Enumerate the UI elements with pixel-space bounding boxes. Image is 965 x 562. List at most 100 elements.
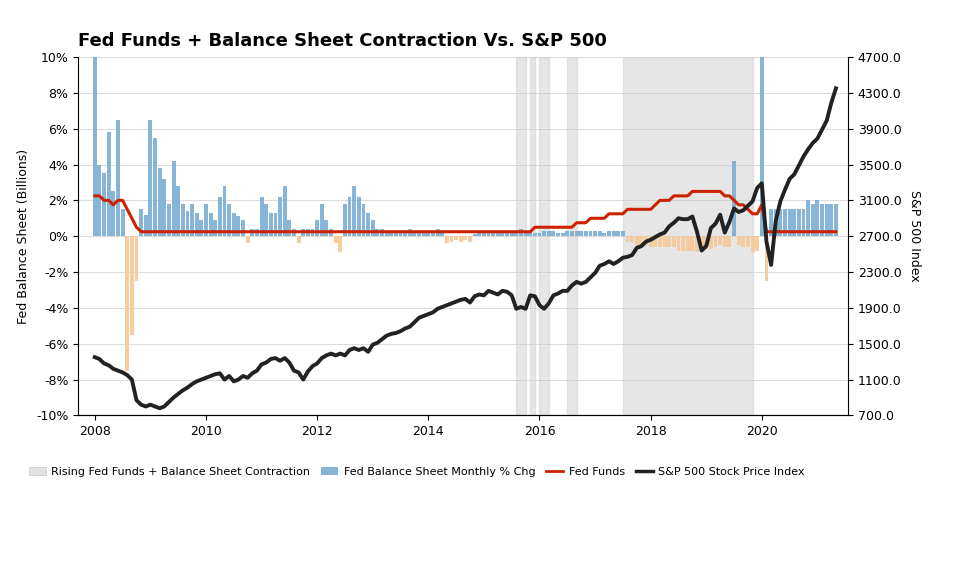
Bar	[130, 236, 134, 335]
Bar	[584, 231, 588, 236]
Bar	[829, 204, 834, 236]
Bar	[658, 236, 662, 247]
Bar	[403, 231, 407, 236]
Bar	[149, 120, 152, 236]
Bar	[339, 236, 343, 252]
Bar	[759, 57, 763, 236]
Bar	[802, 209, 806, 236]
Bar	[468, 236, 472, 242]
Bar	[519, 229, 523, 236]
Bar	[644, 236, 648, 245]
Bar	[514, 233, 518, 236]
Bar	[255, 229, 259, 236]
Bar	[371, 220, 374, 236]
Bar	[589, 231, 593, 236]
Bar	[718, 236, 722, 245]
Bar	[306, 229, 310, 236]
Bar	[144, 215, 148, 236]
Bar	[334, 236, 338, 243]
Bar	[236, 216, 240, 236]
Bar	[792, 209, 796, 236]
Bar	[153, 138, 157, 236]
Bar	[478, 233, 482, 236]
Bar	[450, 236, 454, 242]
Bar	[343, 204, 346, 236]
Bar	[269, 213, 273, 236]
Bar	[510, 231, 513, 236]
Bar	[612, 231, 616, 236]
Bar	[250, 229, 254, 236]
Bar	[278, 197, 282, 236]
Bar	[551, 231, 555, 236]
Text: Fed Funds + Balance Sheet Contraction Vs. S&P 500: Fed Funds + Balance Sheet Contraction Vs…	[78, 32, 607, 50]
Bar	[602, 233, 606, 236]
Bar	[538, 233, 541, 236]
Bar	[213, 220, 217, 236]
Bar	[204, 204, 207, 236]
Bar	[162, 179, 166, 236]
Bar	[539, 57, 549, 415]
Bar	[288, 220, 291, 236]
Bar	[713, 236, 718, 247]
Bar	[723, 236, 727, 247]
Bar	[264, 204, 268, 236]
Bar	[241, 220, 245, 236]
Bar	[389, 233, 393, 236]
Bar	[746, 236, 750, 247]
Bar	[431, 231, 435, 236]
Bar	[185, 211, 189, 236]
Bar	[597, 231, 601, 236]
Bar	[556, 233, 560, 236]
Bar	[648, 236, 652, 247]
Bar	[779, 209, 783, 236]
Bar	[486, 233, 490, 236]
Bar	[292, 229, 296, 236]
Bar	[565, 231, 569, 236]
Bar	[283, 186, 287, 236]
Bar	[736, 236, 740, 245]
Bar	[427, 233, 430, 236]
Bar	[316, 220, 319, 236]
Bar	[227, 204, 231, 236]
Bar	[347, 197, 351, 236]
Y-axis label: S&P 500 Index: S&P 500 Index	[908, 191, 921, 282]
Bar	[561, 233, 565, 236]
Bar	[686, 236, 690, 251]
Bar	[445, 236, 449, 243]
Bar	[116, 120, 120, 236]
Bar	[232, 213, 235, 236]
Bar	[690, 236, 694, 251]
Bar	[574, 231, 579, 236]
Bar	[440, 231, 444, 236]
Bar	[496, 233, 500, 236]
Bar	[482, 233, 485, 236]
Bar	[417, 233, 421, 236]
Bar	[570, 231, 574, 236]
Bar	[180, 204, 184, 236]
Bar	[362, 204, 366, 236]
Bar	[704, 236, 708, 249]
Bar	[463, 236, 467, 240]
Bar	[797, 209, 801, 236]
Bar	[208, 213, 212, 236]
Bar	[676, 236, 680, 251]
Bar	[617, 231, 620, 236]
Legend: Rising Fed Funds + Balance Sheet Contraction, Fed Balance Sheet Monthly % Chg, F: Rising Fed Funds + Balance Sheet Contrac…	[25, 463, 809, 482]
Bar	[547, 231, 551, 236]
Bar	[190, 204, 194, 236]
Bar	[516, 57, 526, 415]
Y-axis label: Fed Balance Sheet (Billions): Fed Balance Sheet (Billions)	[17, 148, 31, 324]
Bar	[319, 204, 323, 236]
Bar	[505, 231, 509, 236]
Bar	[352, 186, 356, 236]
Bar	[593, 231, 597, 236]
Bar	[806, 201, 810, 236]
Bar	[491, 231, 495, 236]
Bar	[380, 229, 384, 236]
Bar	[375, 229, 379, 236]
Bar	[732, 161, 736, 236]
Bar	[301, 229, 305, 236]
Bar	[111, 192, 115, 236]
Bar	[579, 231, 583, 236]
Bar	[728, 236, 731, 247]
